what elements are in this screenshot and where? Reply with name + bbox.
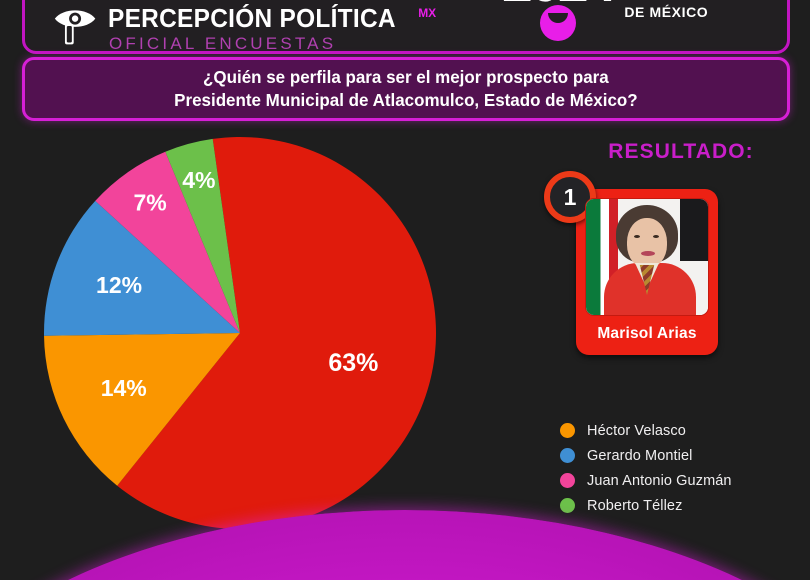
legend-color-dot-icon — [560, 498, 575, 513]
pie-slice[interactable] — [44, 333, 240, 486]
pie-slice-value: 4% — [182, 167, 215, 193]
pie-chart: 63% 14% 12% 7% 4% — [38, 133, 458, 533]
pie-slice-labels: 63% 14% 12% 7% 4% — [96, 167, 378, 401]
question-text: ¿Quién se perfila para ser el mejor pros… — [174, 67, 638, 110]
legend-item-label: Juan Antonio Guzmán — [587, 472, 732, 489]
brand-logo-group: PERCEPCIÓN POLÍTICA MX OFICIAL ENCUESTAS — [53, 5, 436, 54]
pie-slice[interactable] — [95, 151, 240, 333]
election-year-group: 2024 LA ELECCIÓN MÁS GRANDE DE MÉXICO — [493, 0, 765, 41]
photo-face — [627, 218, 667, 268]
pie-slice-value: 14% — [101, 375, 147, 401]
photo-eye-right — [653, 235, 659, 238]
rank-badge: 1 — [544, 171, 596, 223]
pie-slice[interactable] — [44, 200, 240, 336]
tagline-group: LA ELECCIÓN MÁS GRANDE DE MÉXICO — [624, 0, 765, 21]
legend-color-dot-icon — [560, 423, 575, 438]
pie-slice-value: 12% — [96, 272, 142, 298]
photo-dark-panel — [680, 199, 708, 261]
legend-item-label: Gerardo Montiel — [587, 447, 693, 464]
legend-item[interactable]: Gerardo Montiel — [560, 443, 732, 468]
question-banner: ¿Quién se perfila para ser el mejor pros… — [22, 57, 790, 121]
legend-item-label: Roberto Téllez — [587, 497, 683, 514]
legend-item[interactable]: Juan Antonio Guzmán — [560, 468, 732, 493]
resultado-heading: RESULTADO: — [608, 140, 754, 163]
result-card[interactable]: 1 Marisol Arias — [544, 171, 718, 355]
candidate-photo — [585, 198, 709, 316]
brand-superscript: MX — [418, 6, 437, 20]
pie-slice[interactable] — [117, 137, 436, 529]
photo-mouth — [641, 251, 655, 256]
pie-slice-value: 63% — [328, 349, 378, 377]
tagline-line-3: DE MÉXICO — [624, 4, 709, 20]
pie-slice[interactable] — [165, 138, 240, 333]
legend-item[interactable]: Roberto Téllez — [560, 493, 732, 518]
pie-slices — [44, 137, 436, 529]
legend-color-dot-icon — [560, 448, 575, 463]
brand-title: PERCEPCIÓN POLÍTICA — [108, 3, 396, 33]
brand-subtitle: OFICIAL ENCUESTAS — [109, 34, 337, 53]
chart-legend: Héctor Velasco Gerardo Montiel Juan Antoni… — [560, 418, 732, 518]
tagline-line-2: MÁS GRANDE — [624, 0, 765, 4]
result-panel: RESULTADO: 1 Marisol Arias — [528, 140, 798, 355]
pie-slice-value: 7% — [133, 190, 166, 216]
eye-logo-icon — [54, 10, 96, 45]
brand-bar: PERCEPCIÓN POLÍTICA MX OFICIAL ENCUESTAS… — [22, 0, 790, 54]
pie-chart-svg: 63% 14% 12% 7% 4% — [44, 137, 436, 529]
photo-eye-left — [634, 235, 640, 238]
year-smile-dot-icon — [539, 5, 576, 41]
candidate-name: Marisol Arias — [597, 325, 697, 342]
legend-color-dot-icon — [560, 473, 575, 488]
legend-item-label: Héctor Velasco — [587, 422, 686, 439]
legend-item[interactable]: Héctor Velasco — [560, 418, 732, 443]
